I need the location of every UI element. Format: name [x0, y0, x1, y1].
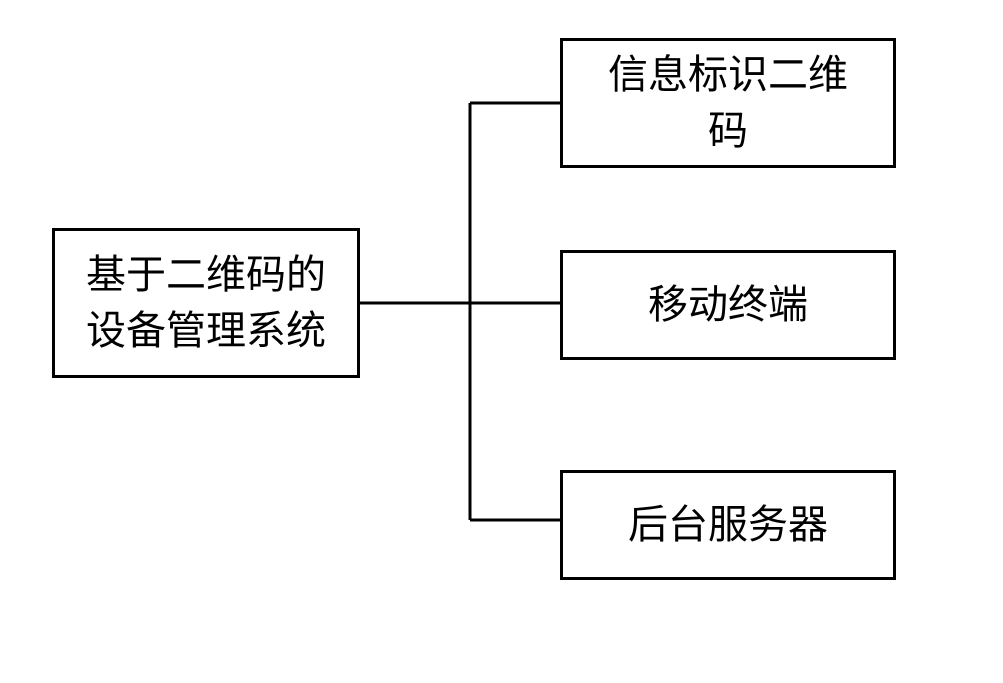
- root-node: 基于二维码的设备管理系统: [52, 228, 360, 378]
- root-node-label: 基于二维码的设备管理系统: [86, 247, 326, 359]
- child-node-label: 信息标识二维码: [608, 47, 848, 159]
- child-node-label: 移动终端: [648, 277, 808, 333]
- child-node-server: 后台服务器: [560, 470, 896, 580]
- child-node-qr-info: 信息标识二维码: [560, 38, 896, 168]
- child-node-label: 后台服务器: [628, 497, 828, 553]
- child-node-terminal: 移动终端: [560, 250, 896, 360]
